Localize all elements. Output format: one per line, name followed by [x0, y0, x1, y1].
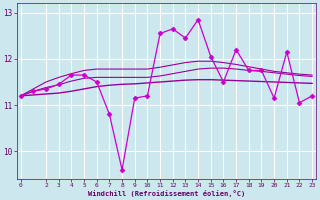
X-axis label: Windchill (Refroidissement éolien,°C): Windchill (Refroidissement éolien,°C): [88, 190, 245, 197]
